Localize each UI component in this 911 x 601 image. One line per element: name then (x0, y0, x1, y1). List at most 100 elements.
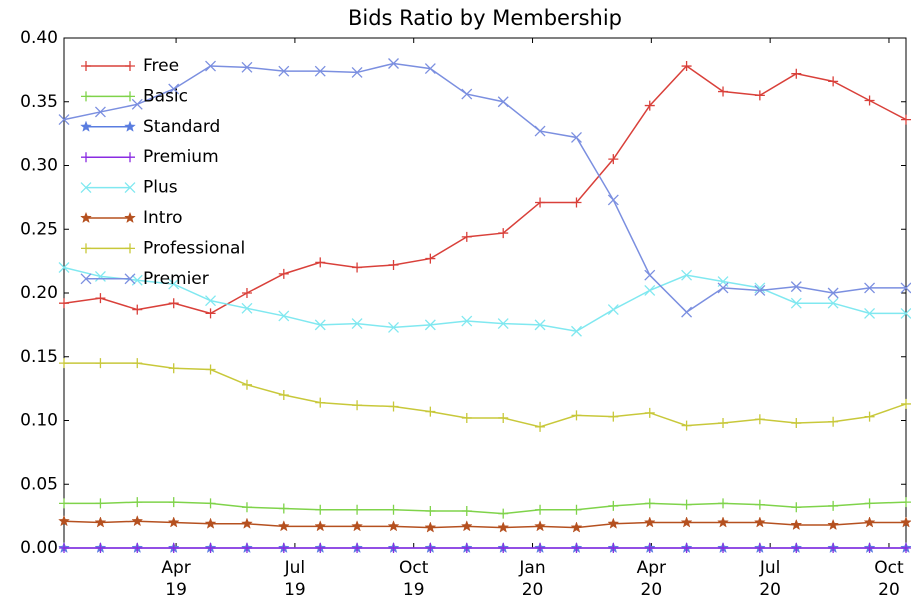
legend-label: Professional (143, 238, 245, 258)
point-marker (277, 520, 290, 532)
point-marker (58, 262, 70, 273)
point-marker (388, 58, 399, 69)
point-marker (754, 414, 765, 425)
series (58, 58, 911, 318)
point-marker (643, 516, 656, 528)
point-marker (241, 288, 252, 298)
legend-marker (81, 91, 91, 102)
point-marker (278, 543, 289, 553)
point-marker (571, 325, 582, 337)
point-marker (753, 516, 766, 528)
point-marker (828, 500, 839, 511)
point-marker (241, 379, 252, 390)
point-marker (95, 358, 106, 369)
x-tick-label: 20 (878, 580, 900, 600)
point-marker (388, 401, 399, 412)
point-marker (168, 497, 179, 508)
legend-entry: Premier (80, 269, 209, 289)
point-marker (607, 517, 620, 529)
point-marker (644, 100, 655, 111)
point-marker (168, 543, 179, 553)
legend-marker (124, 120, 136, 132)
series-line (64, 501, 907, 515)
point-marker (204, 517, 217, 529)
point-marker (644, 284, 656, 296)
legend-entry: Free (81, 56, 179, 76)
series (59, 543, 911, 553)
point-marker (827, 518, 840, 531)
point-marker (497, 318, 509, 330)
point-marker (461, 412, 472, 423)
point-marker (571, 504, 582, 515)
point-marker (424, 521, 437, 533)
point-marker (241, 61, 253, 73)
point-marker (901, 543, 911, 553)
point-marker (901, 398, 911, 409)
point-marker (95, 498, 106, 509)
point-marker (754, 282, 766, 294)
point-marker (497, 521, 510, 533)
point-marker (498, 228, 509, 239)
point-marker (900, 516, 911, 528)
x-tick-label: Jul (759, 558, 781, 578)
point-marker (351, 520, 363, 532)
legend-marker (124, 182, 136, 194)
point-marker (790, 297, 802, 309)
plot-frame (63, 37, 907, 549)
legend-label: Standard (143, 117, 220, 137)
point-marker (424, 319, 436, 331)
point-marker (388, 321, 399, 333)
point-marker (167, 516, 180, 528)
point-marker (425, 253, 436, 264)
x-tick-label: 20 (759, 580, 781, 600)
point-marker (95, 543, 106, 553)
point-marker (681, 269, 693, 281)
y-tick-label: 0.05 (20, 474, 58, 494)
point-marker (425, 543, 436, 553)
point-marker (901, 114, 911, 125)
legend-entry: Plus (80, 178, 178, 198)
point-marker (608, 543, 619, 553)
point-marker (864, 411, 875, 422)
point-marker (571, 543, 582, 553)
point-marker (644, 543, 655, 553)
legend-marker (124, 273, 136, 285)
point-marker (132, 543, 143, 553)
legend-marker (80, 182, 92, 194)
series-line (63, 62, 906, 314)
point-marker (132, 304, 143, 315)
point-marker (754, 90, 765, 101)
x-tick-label: Oct (399, 558, 429, 578)
point-marker (828, 76, 839, 87)
point-marker (790, 518, 803, 531)
legend-label: Premier (143, 269, 209, 289)
point-marker (461, 543, 472, 553)
series-line (64, 362, 907, 428)
point-marker (791, 68, 802, 79)
point-marker (460, 520, 473, 532)
point-marker (425, 506, 436, 517)
point-marker (94, 516, 107, 528)
x-tick-label: Oct (874, 558, 904, 578)
point-marker (241, 543, 252, 553)
point-marker (205, 308, 216, 319)
point-marker (681, 499, 692, 510)
point-marker (388, 259, 399, 270)
point-marker (498, 543, 509, 553)
point-marker (900, 282, 911, 294)
point-marker (132, 497, 143, 508)
point-marker (461, 88, 473, 100)
point-marker (644, 407, 655, 418)
series (59, 497, 911, 519)
point-marker (168, 363, 179, 374)
point-marker (58, 114, 70, 126)
point-marker (791, 543, 802, 553)
series-line (63, 65, 907, 315)
point-marker (351, 318, 363, 330)
point-marker (424, 63, 436, 75)
point-marker (681, 306, 693, 318)
point-marker (864, 95, 875, 106)
y-tick-label: 0.15 (20, 347, 58, 367)
point-marker (461, 506, 472, 517)
